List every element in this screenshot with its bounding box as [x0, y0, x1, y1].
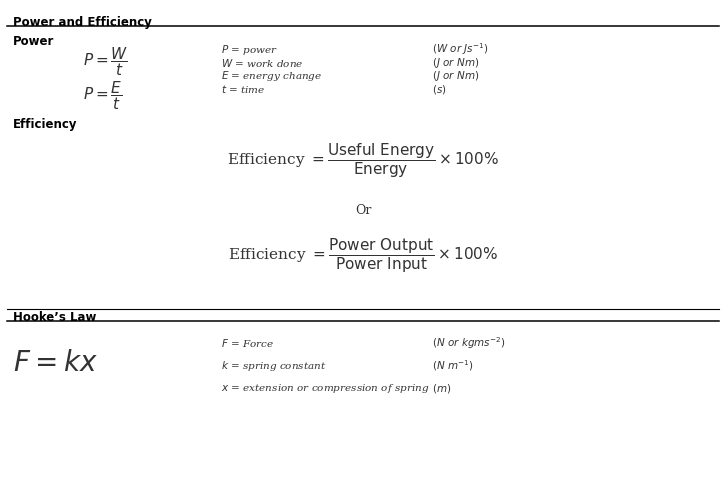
Text: $P = \dfrac{E}{t}$: $P = \dfrac{E}{t}$: [83, 79, 123, 112]
Text: $(m)$: $(m)$: [432, 382, 452, 395]
Text: $k$ = spring constant: $k$ = spring constant: [221, 359, 327, 373]
Text: Or: Or: [355, 204, 371, 217]
Text: Efficiency $= \dfrac{\mathrm{Power\ Output}}{\mathrm{Power\ Input}} \times100\%$: Efficiency $= \dfrac{\mathrm{Power\ Outp…: [228, 236, 498, 275]
Text: Power and Efficiency: Power and Efficiency: [13, 16, 152, 29]
Text: $(N\ m^{-1})$: $(N\ m^{-1})$: [432, 359, 474, 373]
Text: $E$ = energy change: $E$ = energy change: [221, 69, 322, 83]
Text: $x$ = extension or compression of spring: $x$ = extension or compression of spring: [221, 382, 430, 395]
Text: $(s)$: $(s)$: [432, 83, 446, 96]
Text: Power: Power: [13, 35, 54, 48]
Text: $(J\ or\ Nm)$: $(J\ or\ Nm)$: [432, 56, 479, 70]
Text: $P = \dfrac{W}{t}$: $P = \dfrac{W}{t}$: [83, 46, 129, 78]
Text: $F = kx$: $F = kx$: [13, 350, 98, 376]
Text: Efficiency: Efficiency: [13, 118, 78, 131]
Text: $t$ = time: $t$ = time: [221, 83, 266, 95]
Text: Efficiency $= \dfrac{\mathrm{Useful\ Energy}}{\mathrm{Energy}} \times100\%$: Efficiency $= \dfrac{\mathrm{Useful\ Ene…: [227, 141, 499, 180]
Text: $(W\ or\ Js^{-1})$: $(W\ or\ Js^{-1})$: [432, 42, 489, 58]
Text: Hooke’s Law: Hooke’s Law: [13, 311, 97, 324]
Text: $(N\ or\ kgms^{-2})$: $(N\ or\ kgms^{-2})$: [432, 335, 506, 351]
Text: $W$ = work done: $W$ = work done: [221, 57, 304, 69]
Text: $F$ = Force: $F$ = Force: [221, 337, 274, 349]
Text: $P$ = power: $P$ = power: [221, 43, 278, 57]
Text: $(J\ or\ Nm)$: $(J\ or\ Nm)$: [432, 69, 479, 83]
